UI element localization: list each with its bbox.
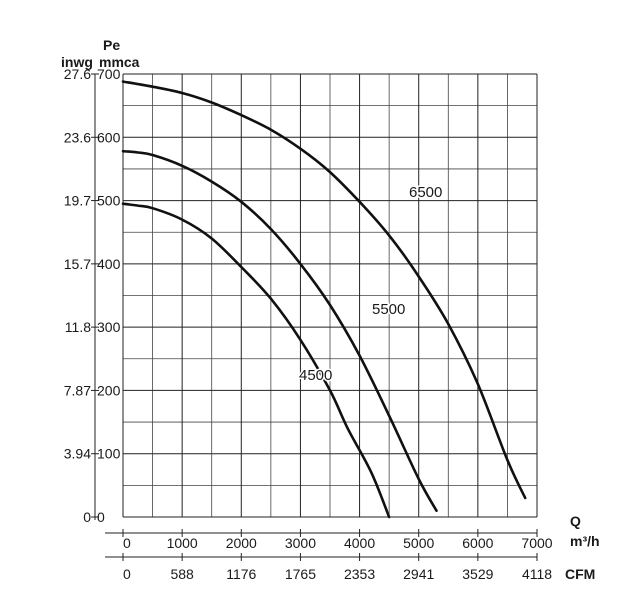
x-tick-label: 6000	[462, 535, 493, 551]
curves	[121, 80, 527, 519]
cfm-tick-label: 4118	[522, 566, 552, 582]
curve-label-6500: 6500	[409, 184, 442, 201]
x-tick-label: 7000	[521, 535, 552, 551]
cfm-tick-label: 2941	[403, 566, 434, 582]
x-tick-label: 5000	[403, 535, 434, 551]
cfm-tick-label: 1176	[226, 566, 256, 582]
x-unit-label: m³/h	[570, 533, 600, 549]
inwg-tick-label: 15.7	[64, 256, 91, 272]
x-tick-label: 4000	[344, 535, 375, 551]
curve-5500	[121, 149, 438, 512]
x-tick-label: 2000	[226, 535, 257, 551]
inwg-tick-label: 7.87	[64, 382, 91, 398]
x-tick-label: 1000	[167, 535, 198, 551]
x-tick-label: 0	[123, 535, 131, 551]
y-axis-title: Pe	[103, 37, 120, 53]
x-axis-title: Q	[570, 513, 581, 529]
y-tick-label: 300	[97, 319, 121, 335]
inwg-tick-label: 23.6	[64, 129, 91, 145]
labels: 010020030040050060070003.947.8711.815.71…	[61, 37, 600, 582]
minor-grid	[123, 74, 537, 517]
inwg-tick-label: 3.94	[64, 446, 91, 462]
cfm-tick-label: 2353	[344, 566, 375, 582]
y-tick-label: 700	[97, 66, 121, 82]
x-tick-label: 3000	[285, 535, 316, 551]
cfm-tick-label: 0	[123, 566, 131, 582]
inwg-tick-label: 27.6	[64, 66, 91, 82]
cfm-tick-label: 1765	[285, 566, 316, 582]
y-tick-label: 0	[97, 509, 105, 525]
cfm-unit-label: CFM	[565, 566, 595, 582]
mmca-unit-label: mmca	[99, 54, 140, 70]
curve-label-5500: 5500	[372, 301, 405, 318]
y-tick-label: 100	[97, 446, 121, 462]
cfm-tick-label: 588	[170, 566, 194, 582]
inwg-unit-label: inwg	[61, 54, 93, 70]
y-tick-label: 200	[97, 382, 121, 398]
axes	[91, 73, 538, 561]
y-tick-label: 500	[97, 193, 121, 209]
cfm-tick-label: 3529	[462, 566, 493, 582]
y-tick-label: 400	[97, 256, 121, 272]
inwg-tick-label: 0	[83, 509, 91, 525]
curve-6500	[121, 80, 527, 500]
y-tick-label: 600	[97, 129, 121, 145]
curve-4500	[121, 202, 391, 519]
curve-label-4500: 4500	[299, 367, 332, 384]
inwg-tick-label: 19.7	[64, 193, 91, 209]
inwg-tick-label: 11.8	[65, 319, 91, 335]
